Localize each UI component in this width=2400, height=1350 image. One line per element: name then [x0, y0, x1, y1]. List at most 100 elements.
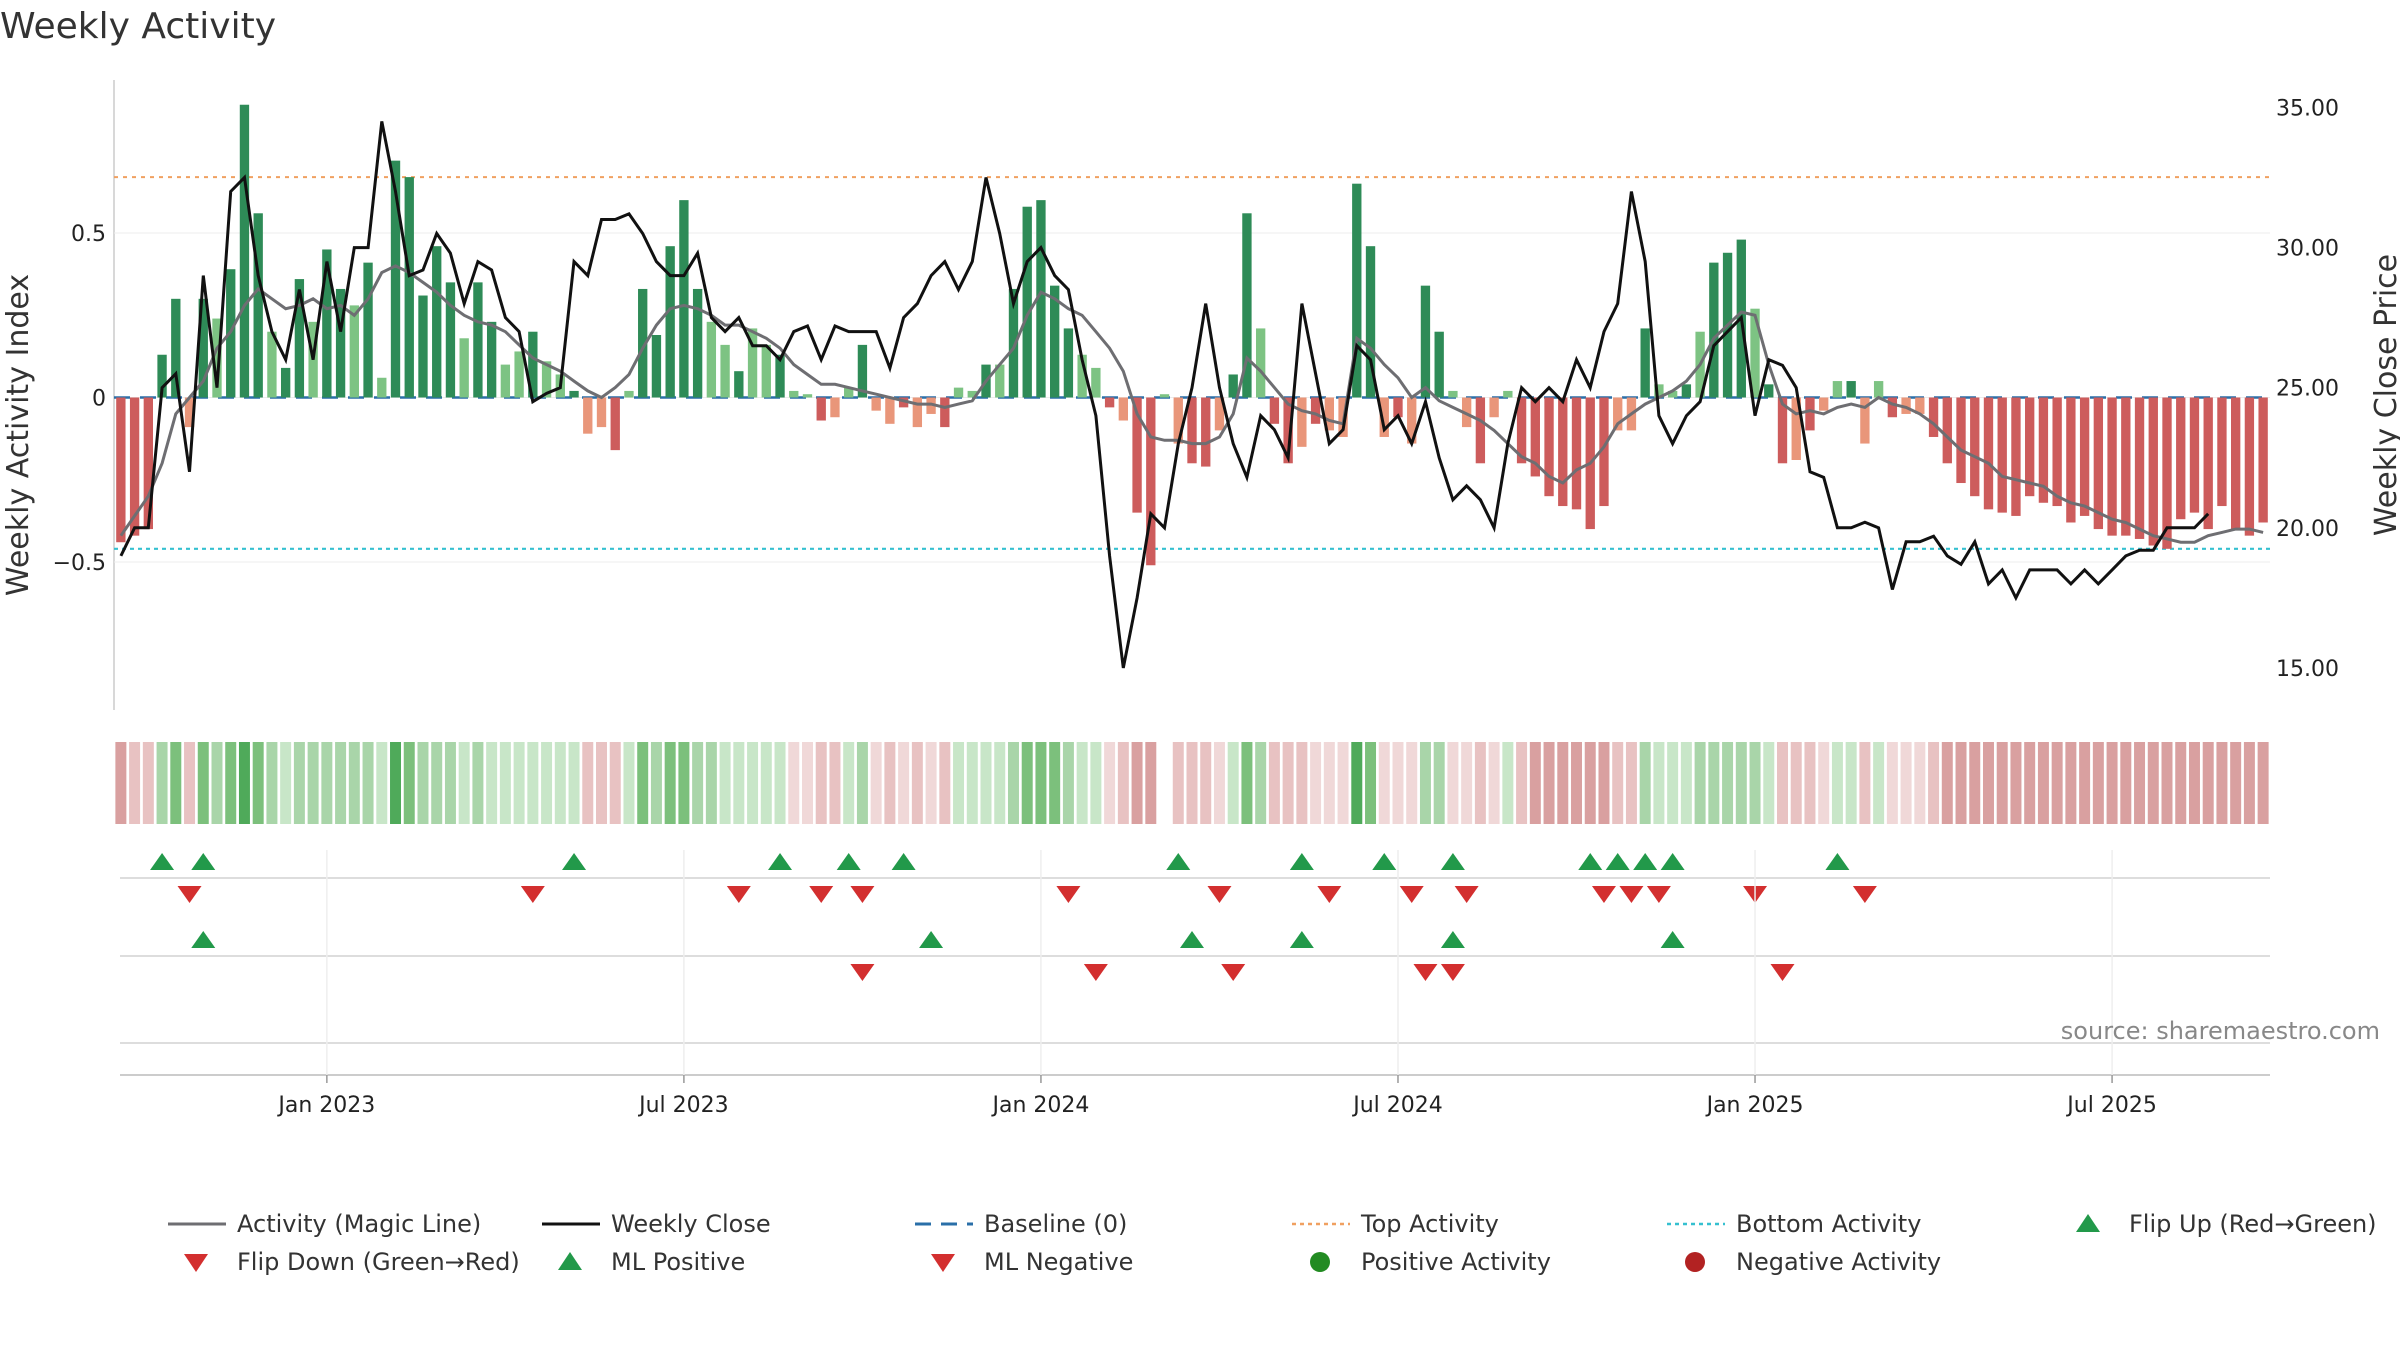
heat-strip-cell [1873, 742, 1885, 824]
heat-strip-cell [1543, 742, 1555, 824]
heat-strip-cell [801, 742, 813, 824]
heat-strip-cell [1928, 742, 1940, 824]
activity-bar [390, 160, 401, 398]
activity-bar [1860, 397, 1870, 444]
activity-bar [1791, 397, 1801, 460]
heat-strip-cell [582, 742, 594, 824]
activity-bar [116, 397, 126, 543]
activity-bar [747, 328, 758, 398]
heat-strip-cell [1598, 742, 1610, 824]
heat-strip-cell [1749, 742, 1761, 824]
activity-bar [2203, 397, 2213, 530]
heat-strip-cell [2092, 742, 2104, 824]
heat-strip-cell [1886, 742, 1898, 824]
flip-up-marker [1660, 853, 1685, 870]
heat-strip-cell [211, 742, 223, 824]
activity-bar [2148, 397, 2158, 546]
activity-bar [940, 397, 950, 428]
flip-up-marker [1289, 853, 1314, 870]
heat-strip-cell [307, 742, 319, 824]
activity-bar [1777, 397, 1788, 464]
activity-bar [898, 397, 909, 408]
heat-strip-cell [1625, 742, 1637, 824]
heat-strip-cell [1200, 742, 1212, 824]
activity-bar [583, 397, 593, 434]
activity-bar [500, 364, 511, 398]
heat-strip-cell [2188, 742, 2200, 824]
heat-strip-cell [335, 742, 347, 824]
legend-item: ML Negative [931, 1248, 1133, 1276]
heat-strip-cell [129, 742, 141, 824]
activity-bar [1324, 397, 1334, 431]
activity-bar [1544, 397, 1554, 497]
legend-label: Negative Activity [1736, 1248, 1941, 1276]
activity-bar [596, 397, 607, 428]
activity-bar [802, 394, 813, 398]
right-axis-title: Weekly Close Price [2369, 254, 2400, 536]
activity-bar [1956, 397, 1966, 484]
activity-bar [967, 390, 977, 398]
heat-strip-cell [1667, 742, 1679, 824]
flip-down-marker [726, 886, 751, 903]
heat-strip-cell [1488, 742, 1500, 824]
x-tick-label: Jan 2025 [1705, 1093, 1804, 1118]
activity-bar [1832, 381, 1843, 398]
x-axis: Jan 2023 Jul 2023 Jan 2024 Jul 2024 Jan 2025… [276, 850, 2157, 1118]
heat-strip-cell [390, 742, 402, 824]
legend-label: Top Activity [1360, 1210, 1499, 1238]
heat-strip-cell [1571, 742, 1583, 824]
heat-strip-cell [1172, 742, 1184, 824]
left-tick-label: 0.5 [71, 222, 106, 247]
activity-bar [459, 338, 469, 398]
heat-strip-cell [2010, 742, 2022, 824]
heat-strip-cell [2230, 742, 2242, 824]
heat-strip-cell [156, 742, 168, 824]
activity-bar [445, 282, 456, 398]
heat-strip-cell [499, 742, 511, 824]
activity-bar [1640, 328, 1650, 398]
heat-strip-cell [1804, 742, 1816, 824]
activity-bar [1297, 397, 1307, 447]
heat-strip-cell [1365, 742, 1377, 824]
activity-bar [432, 246, 442, 398]
activity-bar [1132, 397, 1142, 513]
flip-down-marker [1646, 886, 1671, 903]
activity-bar [2189, 397, 2200, 513]
heat-strip-cell [1584, 742, 1596, 824]
heat-strip-cell [1529, 742, 1541, 824]
legend-label: Bottom Activity [1736, 1210, 1921, 1238]
activity-bar [912, 397, 923, 428]
activity-bar [294, 279, 305, 398]
heat-strip-cell [1104, 742, 1116, 824]
heat-strip-cell [293, 742, 305, 824]
heat-strip-cell [1131, 742, 1143, 824]
flip-up-marker [768, 853, 793, 870]
heat-strip-cell [1996, 742, 2008, 824]
heat-strip-cell [1378, 742, 1390, 824]
ml-positive-marker [1289, 931, 1314, 948]
heat-strip-cell [1790, 742, 1802, 824]
heat-strip-cell [1213, 742, 1225, 824]
ml-positive-marker [191, 931, 216, 948]
legend-label: Baseline (0) [984, 1210, 1127, 1238]
activity-bar [2258, 397, 2268, 523]
activity-bar [871, 397, 881, 411]
activity-bar [404, 177, 414, 398]
heat-strip-cell [1859, 742, 1871, 824]
activity-bar [1310, 397, 1321, 424]
heat-strip-cell [815, 742, 827, 824]
heat-strip-cell [1969, 742, 1981, 824]
flip-up-marker [1372, 853, 1397, 870]
heat-strip-cell [348, 742, 360, 824]
activity-bar [1805, 397, 1815, 431]
heat-strip-cell [225, 742, 237, 824]
right-axis: 35.00 30.00 25.00 20.00 15.00 [2276, 96, 2339, 682]
heat-strip-cell [2065, 742, 2077, 824]
activity-bar [1819, 397, 1829, 411]
activity-bar [1201, 397, 1211, 467]
activity-bar [1187, 397, 1197, 464]
activity-bar [377, 377, 387, 398]
activity-bar [734, 371, 744, 398]
activity-bar [720, 344, 730, 398]
